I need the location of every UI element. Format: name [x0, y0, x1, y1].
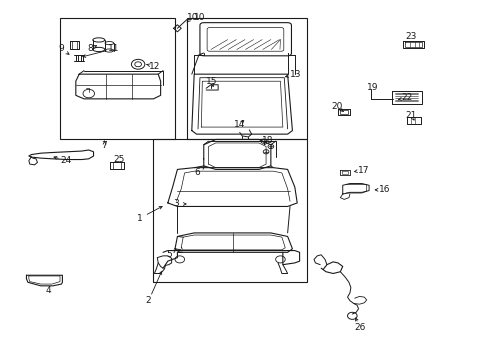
Text: 4: 4 — [45, 285, 51, 294]
Text: 9: 9 — [59, 44, 64, 53]
Text: 21: 21 — [405, 111, 416, 120]
Text: 22: 22 — [401, 93, 412, 102]
Text: 20: 20 — [331, 102, 342, 111]
Text: 1: 1 — [137, 213, 142, 222]
Bar — [186, 18, 306, 139]
Text: 25: 25 — [113, 155, 124, 164]
Text: 24: 24 — [61, 156, 72, 165]
Text: 13: 13 — [289, 70, 301, 79]
Text: 10: 10 — [194, 13, 205, 22]
Text: 5: 5 — [165, 250, 171, 259]
Text: 15: 15 — [206, 77, 217, 86]
Text: 10: 10 — [186, 13, 198, 22]
Text: 14: 14 — [234, 120, 245, 129]
Text: 7: 7 — [102, 141, 107, 150]
Text: 26: 26 — [354, 323, 366, 332]
Text: 23: 23 — [405, 32, 416, 41]
Text: 16: 16 — [378, 185, 390, 194]
Text: 3: 3 — [173, 199, 179, 208]
Text: 17: 17 — [357, 166, 368, 175]
Text: 12: 12 — [148, 62, 160, 71]
Text: 18: 18 — [261, 136, 273, 145]
Bar — [153, 139, 306, 282]
Text: 8: 8 — [87, 44, 93, 53]
Text: 2: 2 — [145, 296, 151, 305]
Text: 11: 11 — [108, 44, 120, 53]
Text: 6: 6 — [194, 168, 200, 177]
Bar — [60, 18, 175, 139]
Text: 19: 19 — [366, 83, 378, 92]
